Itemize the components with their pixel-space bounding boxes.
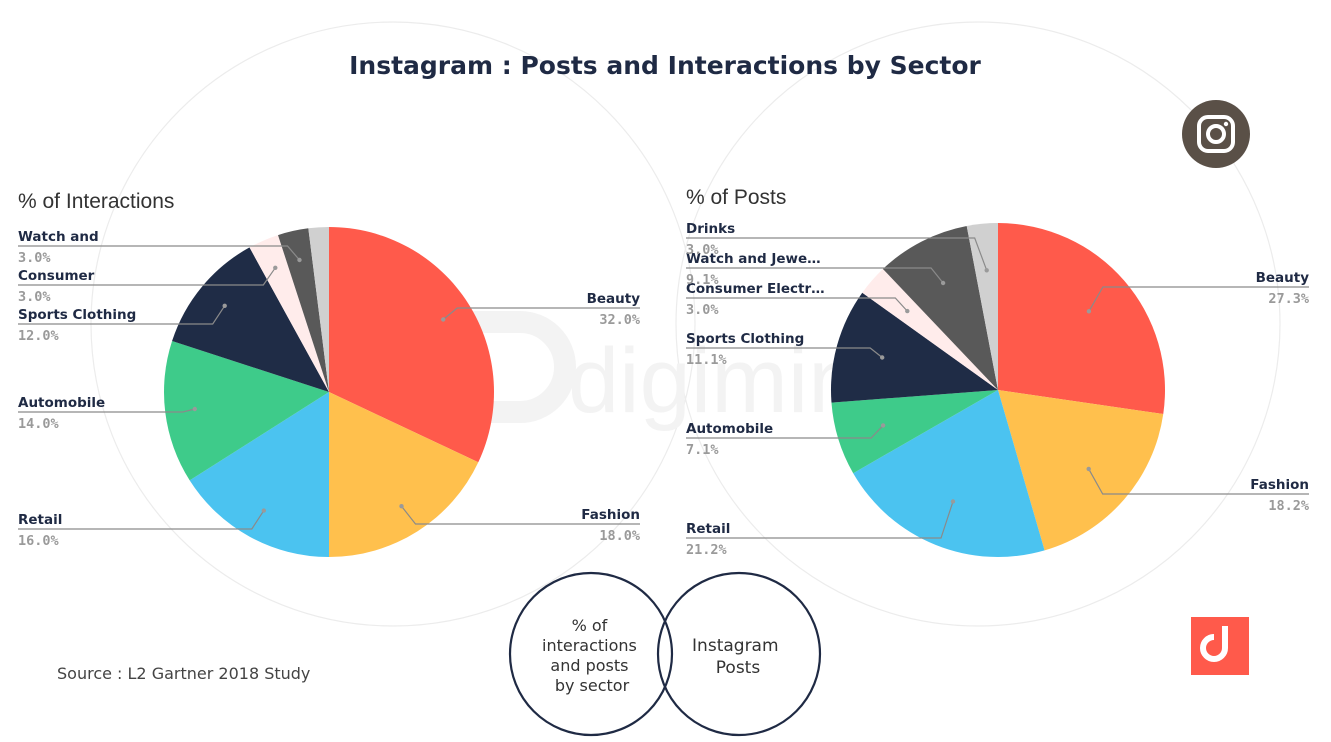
venn-circle-right xyxy=(656,571,822,737)
slice-value-fashion: 18.0% xyxy=(599,528,641,544)
pie-chart-posts: Beauty 27.3% Fashion 18.2% Retail 21.2% Automo… xyxy=(686,221,1310,558)
leader-dot xyxy=(399,504,404,509)
slice-value-beauty: 27.3% xyxy=(1268,291,1310,307)
slice-label-automobile: Automobile xyxy=(18,395,105,411)
slice-value-retail: 16.0% xyxy=(18,533,60,549)
leader-dot xyxy=(273,265,278,270)
slice-label-sports-clothing: Sports Clothing xyxy=(18,307,136,323)
leader-line xyxy=(1088,286,1309,312)
venn-left-text: % of interactions and posts by sector xyxy=(542,616,642,695)
slice-label-sports-clothing: Sports Clothing xyxy=(686,331,804,347)
chart-title-posts: % of Posts xyxy=(686,186,786,209)
pie-slice-beauty xyxy=(998,223,1166,415)
pie-chart-interactions: Beauty 32.0% Fashion 18.0% Retail 16.0% Automo… xyxy=(18,227,641,557)
slice-label-drinks: Drinks xyxy=(686,221,735,237)
leader-line xyxy=(18,408,195,413)
leader-dot xyxy=(222,303,227,308)
slice-label-beauty: Beauty xyxy=(587,291,641,307)
pie-slice-watch-and-jewelry xyxy=(882,225,998,390)
leader-dot xyxy=(297,257,302,263)
slice-label-beauty: Beauty xyxy=(1256,270,1310,286)
background-circle-right xyxy=(675,21,1281,627)
leader-dot xyxy=(940,280,946,286)
pie-slice-automobile xyxy=(164,341,329,481)
pie-slice-fashion xyxy=(998,390,1164,551)
leader-line xyxy=(401,505,640,525)
slice-label-fashion: Fashion xyxy=(1250,477,1309,493)
leader-dot xyxy=(880,355,885,360)
pie-slice-automobile xyxy=(831,390,998,474)
pie-slice-drinks xyxy=(966,223,998,390)
venn-legend: % of interactions and posts by sector In… xyxy=(508,571,822,737)
pie-slice-sports-clothing xyxy=(830,292,998,403)
pie-slice-retail xyxy=(853,390,1045,558)
pie-slice-retail xyxy=(189,392,329,557)
slice-value-fashion: 18.2% xyxy=(1268,498,1310,514)
slice-value-retail: 21.2% xyxy=(686,542,728,558)
leader-dot xyxy=(261,508,266,513)
pie-slice-fashion xyxy=(329,392,479,557)
leader-line xyxy=(18,267,276,286)
pie-slice-drinks xyxy=(308,227,329,392)
slice-label-consumer-electronics: Consumer Electr… xyxy=(686,281,825,297)
instagram-icon xyxy=(1182,100,1250,168)
slice-value-automobile: 14.0% xyxy=(18,416,60,432)
slice-label-fashion: Fashion xyxy=(581,507,640,523)
page-title: Instagram : Posts and Interactions by Se… xyxy=(349,51,981,80)
slice-label-retail: Retail xyxy=(18,512,62,528)
venn-circle-left xyxy=(508,571,674,737)
leader-line xyxy=(18,510,265,530)
leader-dot xyxy=(950,499,956,504)
leader-line xyxy=(686,347,883,358)
slice-value-sports-clothing: 12.0% xyxy=(18,328,60,344)
slice-label-watch-and-jewelry: Watch and Jewe… xyxy=(686,251,821,267)
leader-line xyxy=(1088,468,1309,495)
slice-value-automobile: 7.1% xyxy=(686,442,719,458)
pie-slice-beauty xyxy=(329,227,495,463)
venn-right-text: Instagram Posts xyxy=(692,636,784,678)
leader-line xyxy=(18,305,226,325)
pie-slice-consumer-electronics xyxy=(249,235,329,392)
leader-line xyxy=(18,245,300,261)
pie-slice-sports-clothing xyxy=(172,247,329,392)
leader-line xyxy=(686,501,954,539)
slice-value-sports-clothing: 11.1% xyxy=(686,352,728,368)
leader-line xyxy=(686,297,908,312)
leader-line xyxy=(686,424,884,439)
leader-line xyxy=(686,237,988,271)
leader-dot xyxy=(192,406,197,412)
leader-dot xyxy=(905,308,910,314)
slice-value-consumer-electronics: 3.0% xyxy=(18,289,51,305)
leader-dot xyxy=(1086,466,1091,472)
slice-value-watch-and-jewelry: 3.0% xyxy=(18,250,51,266)
slice-value-beauty: 32.0% xyxy=(599,312,641,328)
slice-value-drinks: 3.0% xyxy=(686,242,719,258)
slice-label-automobile: Automobile xyxy=(686,421,773,437)
slice-label-watch-and-jewelry: Watch and xyxy=(18,229,99,245)
digimind-logo-icon xyxy=(1191,617,1249,675)
slice-value-watch-and-jewelry: 9.1% xyxy=(686,272,719,288)
leader-line xyxy=(442,307,640,320)
leader-dot xyxy=(441,317,446,322)
leader-dot xyxy=(1086,309,1092,314)
leader-dot xyxy=(880,423,886,428)
leader-line xyxy=(686,267,944,284)
slice-label-consumer-electronics: Consumer xyxy=(18,268,95,284)
slice-label-retail: Retail xyxy=(686,521,730,537)
chart-title-interactions: % of Interactions xyxy=(18,190,174,213)
pie-slice-watch-and-jewelry xyxy=(278,228,329,392)
slice-value-consumer-electronics: 3.0% xyxy=(686,302,719,318)
leader-dot xyxy=(984,268,989,273)
source-note: Source : L2 Gartner 2018 Study xyxy=(57,664,310,683)
